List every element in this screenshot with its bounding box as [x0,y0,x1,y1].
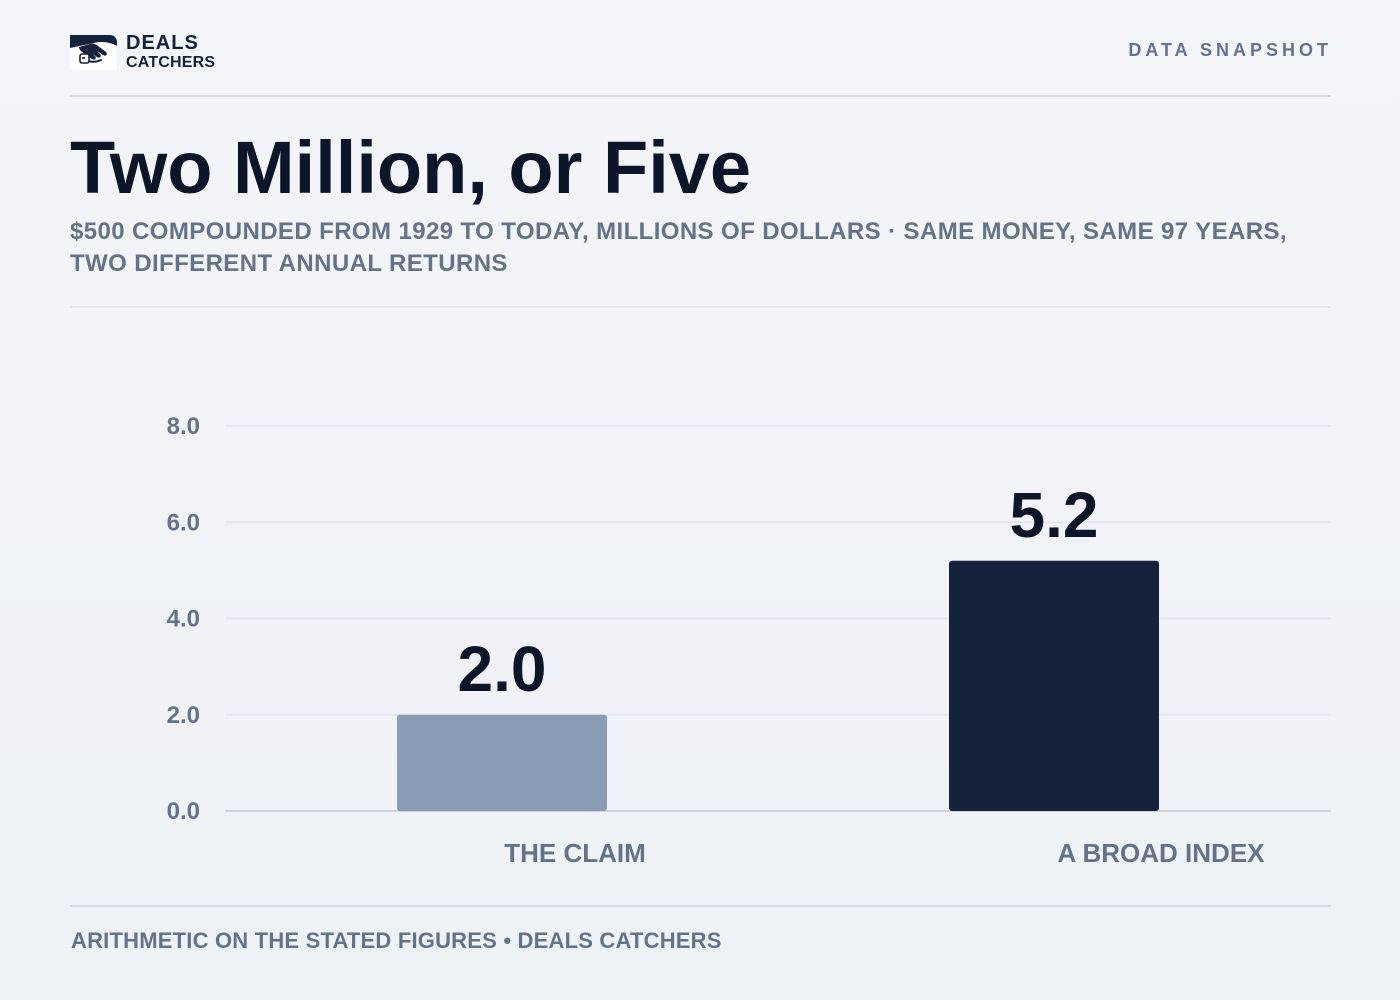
subtitle-divider [70,306,1331,308]
footer-divider [70,905,1331,907]
brand-name-line1: DEALS [126,32,199,54]
page-title: Two Million, or Five [70,126,752,209]
bar-value-label: 5.2 [1010,479,1099,551]
y-tick-label: 6.0 [167,509,200,536]
y-tick-label: 4.0 [167,606,200,633]
handshake-icon [70,35,117,70]
bar [397,714,607,811]
footer-note: ARITHMETIC ON THE STATED FIGURES • DEALS… [71,928,722,953]
top-divider [70,95,1331,97]
y-tick-label: 0.0 [167,798,200,825]
chart-subtitle: $500 COMPOUNDED FROM 1929 TO TODAY, MILL… [70,218,1287,277]
bar [949,560,1159,811]
brand-logo[interactable]: DEALS CATCHERS [70,30,215,74]
bar-value-label: 2.0 [458,633,547,705]
header: DEALS CATCHERS DATA SNAPSHOT [70,30,1332,74]
x-category-label: A BROAD INDEX [1057,838,1265,868]
x-category-label: THE CLAIM [504,838,646,868]
brand-name-line2: CATCHERS [126,54,216,71]
kicker-label: DATA SNAPSHOT [1128,40,1332,60]
y-tick-label: 8.0 [167,413,200,440]
y-tick-label: 2.0 [167,702,200,729]
